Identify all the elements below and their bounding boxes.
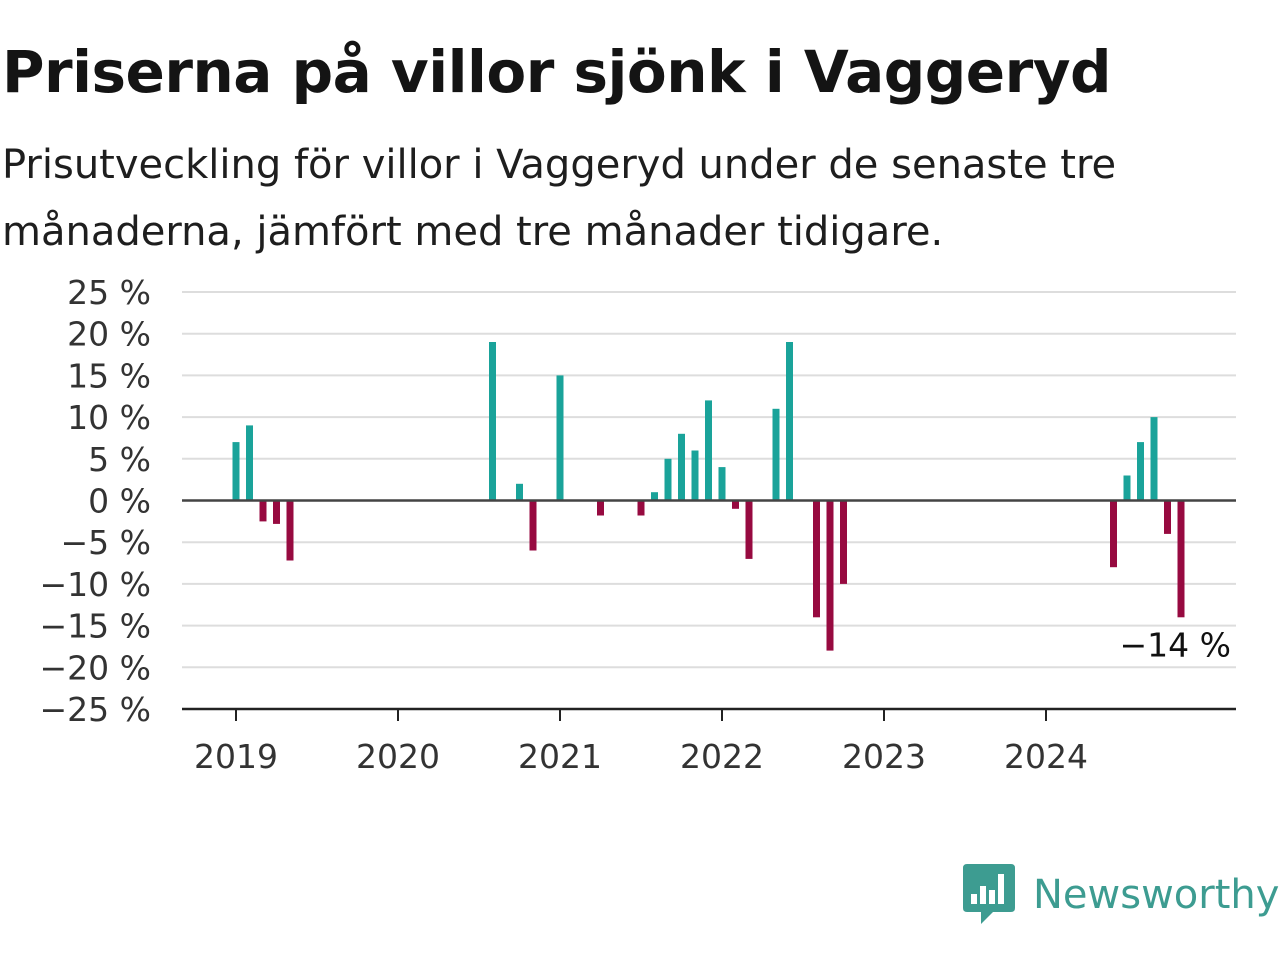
bar <box>637 500 645 516</box>
x-tick-label: 2019 <box>194 737 278 776</box>
last-value-label: −14 % <box>1120 625 1232 664</box>
bar <box>826 500 834 651</box>
y-tick-label: −25 % <box>40 690 152 729</box>
bar <box>259 500 267 522</box>
y-tick-label: 25 % <box>67 273 151 312</box>
bar <box>556 375 564 501</box>
bar <box>1150 417 1158 501</box>
y-tick-label: 10 % <box>67 398 151 437</box>
y-tick-label: −10 % <box>40 565 152 604</box>
y-tick-label: −15 % <box>40 607 152 646</box>
y-tick-label: −20 % <box>40 648 152 687</box>
bar <box>651 492 658 501</box>
bar <box>745 500 753 559</box>
bar <box>232 442 240 501</box>
x-tick-label: 2024 <box>1004 737 1088 776</box>
bar <box>772 408 780 501</box>
bar <box>1137 442 1144 501</box>
bar-chart: 25 %20 %15 %10 %5 %0 %−5 %−10 %−15 %−20 … <box>40 273 1236 776</box>
x-axis-ticks: 2019 2020 2021 2022 2023 2024 <box>194 709 1088 776</box>
x-tick-label: 2023 <box>842 737 926 776</box>
newsworthy-logo-icon <box>963 864 1015 924</box>
bar <box>691 450 699 501</box>
bar <box>1123 475 1131 501</box>
y-axis-ticks: 25 %20 %15 %10 %5 %0 %−5 %−10 %−15 %−20 … <box>40 273 152 729</box>
y-tick-label: 0 % <box>88 482 151 521</box>
y-tick-label: 5 % <box>88 440 151 479</box>
x-tick-label: 2020 <box>356 737 440 776</box>
brand-name: Newsworthy <box>1033 872 1280 918</box>
bar <box>664 458 672 501</box>
bar <box>732 500 739 509</box>
x-tick-label: 2021 <box>518 737 602 776</box>
bar <box>678 433 685 501</box>
bar <box>1110 500 1117 568</box>
bar <box>529 500 537 551</box>
y-tick-label: −5 % <box>61 523 152 562</box>
bar <box>489 342 496 501</box>
bar <box>597 500 604 516</box>
bar <box>718 467 726 501</box>
y-tick-label: 20 % <box>67 315 151 354</box>
bar <box>1177 500 1185 618</box>
chart-subtitle: Prisutveckling för villor i Vaggeryd und… <box>2 142 1117 255</box>
y-tick-label: 15 % <box>67 356 151 395</box>
bar <box>1164 500 1171 534</box>
bar <box>786 342 793 501</box>
bar <box>246 425 253 501</box>
x-tick-label: 2022 <box>680 737 764 776</box>
chart-title: Priserna på villor sjönk i Vaggeryd <box>2 38 1112 106</box>
bar <box>840 500 847 584</box>
bar <box>286 500 294 561</box>
bar <box>516 483 523 501</box>
bars <box>232 342 1185 651</box>
bar <box>813 500 820 618</box>
bar <box>273 500 280 524</box>
brand-logo: Newsworthy <box>963 862 1279 928</box>
bar <box>705 400 712 501</box>
